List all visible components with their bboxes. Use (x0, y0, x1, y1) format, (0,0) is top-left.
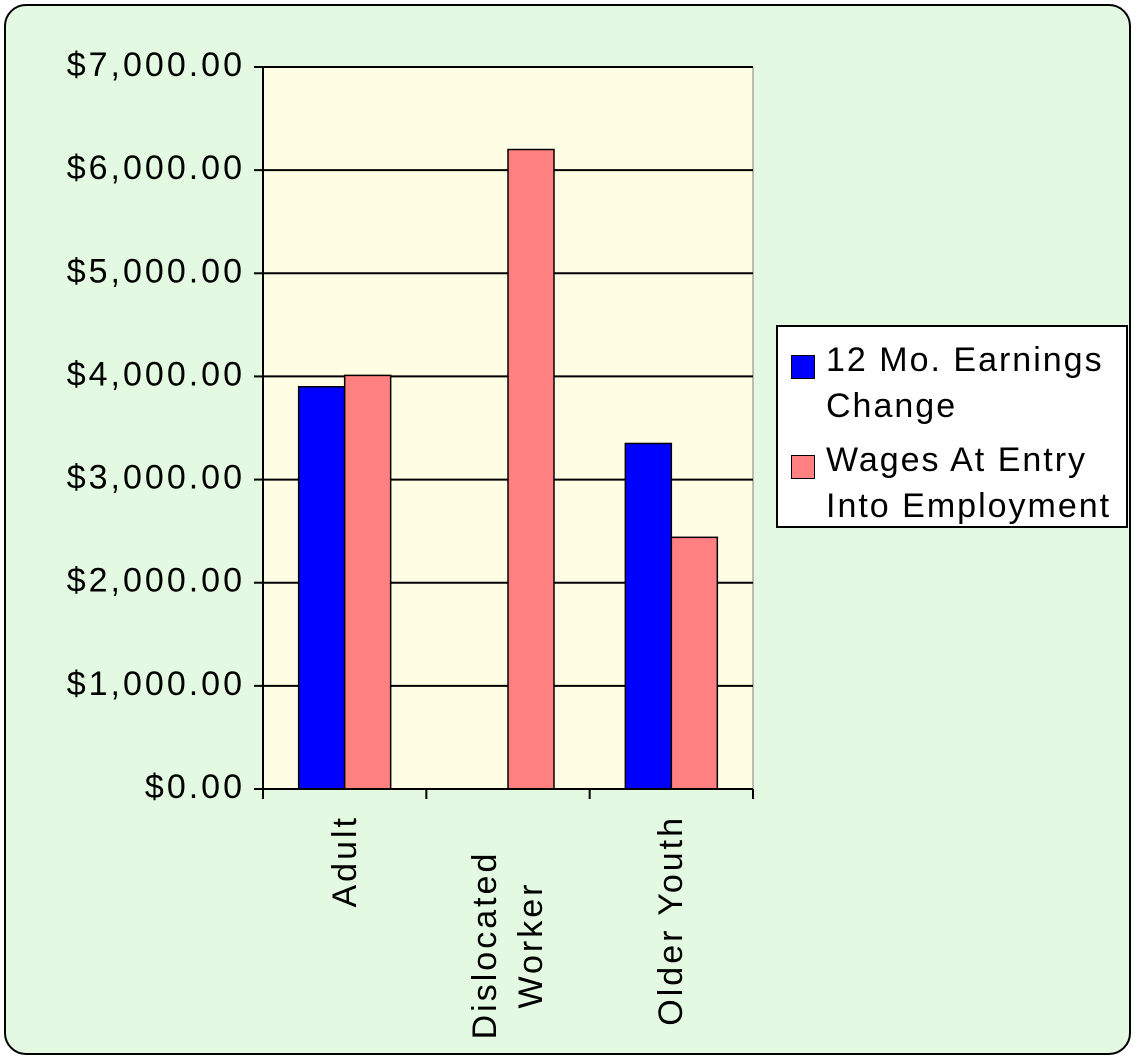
y-tick-label: $7,000.00 (67, 46, 245, 84)
bar (624, 442, 673, 790)
bar (297, 385, 346, 790)
y-tick-label: $5,000.00 (67, 252, 245, 290)
bar (670, 536, 719, 790)
y-tick-label: $3,000.00 (67, 459, 245, 497)
x-tick-label: Dislocated Worker (466, 850, 550, 1040)
legend: 12 Mo. Earnings Change Wages At Entry Int… (776, 325, 1128, 528)
legend-label: Wages At Entry Into Employment (826, 441, 1112, 525)
x-tick-label: Adult (325, 815, 364, 908)
bar (343, 374, 392, 790)
legend-swatch (791, 455, 815, 479)
x-tick-label: Older Youth (652, 815, 691, 1026)
y-tick-label: $1,000.00 (67, 665, 245, 703)
y-tick-label: $2,000.00 (67, 562, 245, 600)
legend-swatch (791, 355, 815, 379)
y-tick-label: $6,000.00 (67, 149, 245, 187)
y-tick-label: $4,000.00 (67, 355, 245, 393)
legend-label: 12 Mo. Earnings Change (826, 341, 1104, 425)
y-tick-label: $0.00 (145, 768, 245, 806)
bar (507, 148, 555, 790)
